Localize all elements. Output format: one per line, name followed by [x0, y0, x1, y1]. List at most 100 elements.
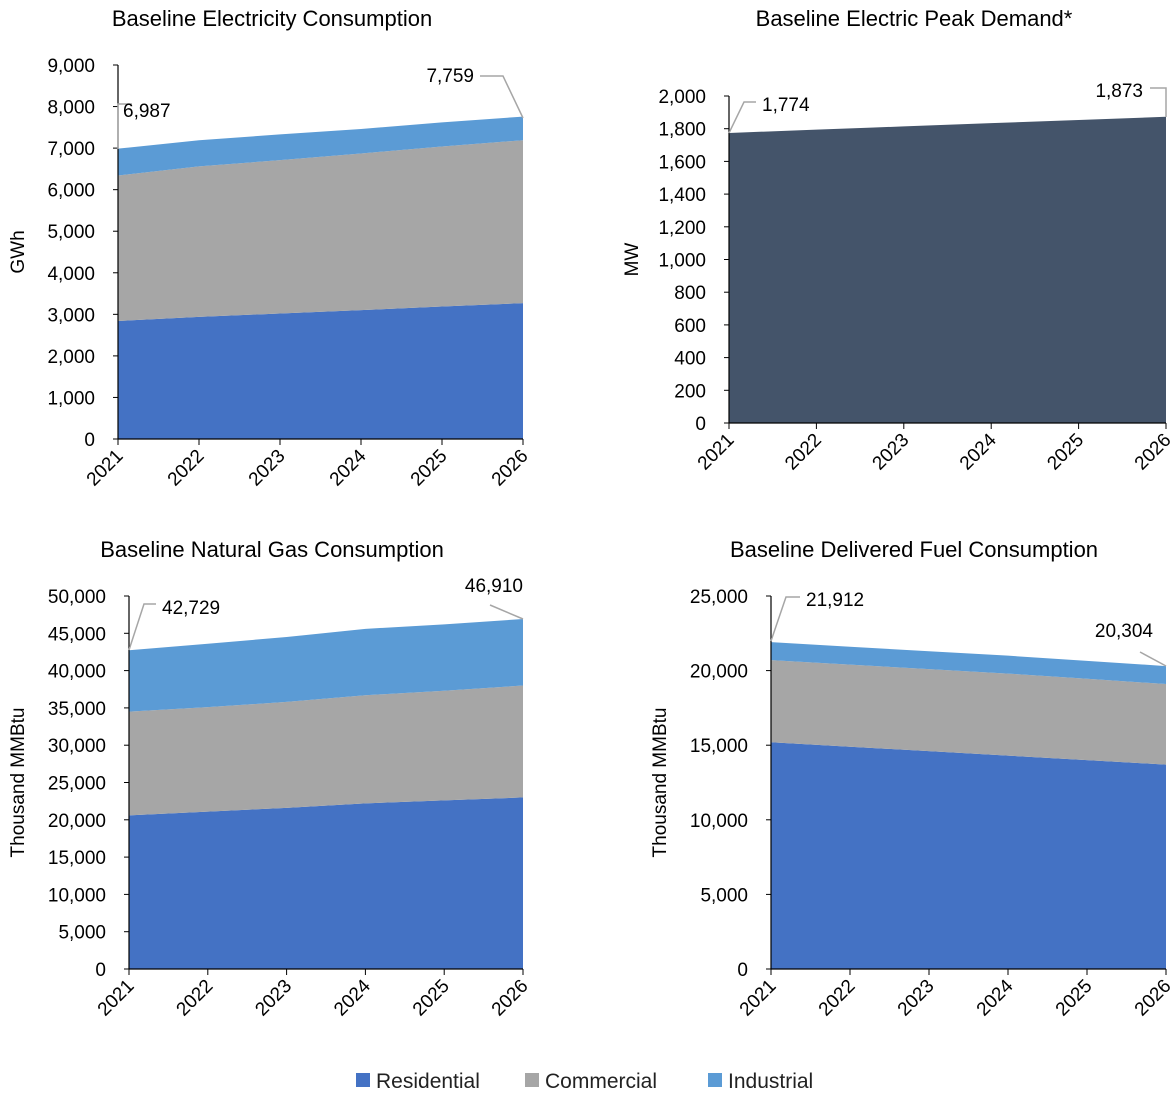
- x-tick-label: 2024: [326, 445, 371, 490]
- data-callout-label: 21,912: [806, 590, 864, 611]
- x-tick-label: 2025: [1043, 430, 1088, 475]
- x-tick-label: 2022: [173, 976, 218, 1021]
- x-tick-label: 2026: [1131, 976, 1172, 1021]
- callout-leader-line: [128, 603, 156, 651]
- y-tick-label: 1,600: [658, 152, 706, 173]
- x-tick-label: 2026: [488, 446, 533, 491]
- legend-swatch-residential: [356, 1073, 370, 1087]
- y-tick-label: 25,000: [690, 587, 748, 608]
- area-series-residential: [771, 742, 1166, 969]
- chart-title: Baseline Electricity Consumption: [112, 6, 432, 31]
- callout-leader-line: [1150, 87, 1167, 117]
- callout-leader-line: [770, 596, 800, 642]
- callout-leader-line: [117, 103, 132, 149]
- area-series-residential: [129, 797, 523, 969]
- y-tick-label: 20,000: [690, 662, 748, 683]
- legend-label-industrial: Industrial: [728, 1070, 813, 1093]
- chart-title: Baseline Delivered Fuel Consumption: [730, 537, 1098, 562]
- area-series-industrial: [771, 642, 1166, 685]
- legend-label-residential: Residential: [376, 1070, 480, 1093]
- x-tick-label: 2023: [245, 446, 290, 491]
- area-series-commercial: [129, 685, 523, 816]
- callout-leader-line: [728, 101, 756, 134]
- y-tick-label: 1,800: [658, 120, 706, 141]
- y-tick-label: 600: [674, 316, 706, 337]
- area-series-industrial: [129, 619, 523, 712]
- y-tick-label: 5,000: [58, 923, 106, 944]
- data-callout-label: 1,774: [762, 95, 810, 116]
- y-tick-label: 8,000: [47, 98, 95, 119]
- legend-swatch-industrial: [708, 1073, 722, 1087]
- y-tick-label: 1,000: [658, 251, 706, 272]
- y-tick-label: 0: [737, 960, 748, 981]
- y-tick-label: 4,000: [47, 264, 95, 285]
- x-tick-label: 2023: [869, 430, 914, 475]
- x-tick-label: 2024: [330, 975, 375, 1020]
- x-tick-label: 2022: [164, 446, 209, 491]
- data-callout-label: 46,910: [465, 576, 523, 597]
- area-series-commercial: [771, 660, 1166, 765]
- chart-1: Baseline Electricity Consumption 0 1,000 2,…: [8, 6, 533, 490]
- y-axis-label: Thousand MMBtu: [650, 708, 671, 858]
- area-series-industrial: [118, 116, 523, 176]
- chart-3: Baseline Natural Gas Consumption 0 5,000 10…: [8, 537, 533, 1020]
- y-tick-label: 1,200: [658, 218, 706, 239]
- x-tick-label: 2025: [409, 976, 454, 1021]
- y-tick-label: 35,000: [48, 699, 106, 720]
- y-tick-label: 2,000: [658, 87, 706, 108]
- y-tick-label: 0: [695, 414, 706, 435]
- area-series-commercial: [118, 140, 523, 321]
- y-tick-label: 30,000: [48, 736, 106, 757]
- y-tick-label: 15,000: [48, 848, 106, 869]
- y-tick-label: 1,000: [47, 388, 95, 409]
- y-axis-label: MW: [622, 243, 643, 277]
- y-tick-label: 9,000: [47, 56, 95, 77]
- x-tick-label: 2026: [1131, 430, 1172, 475]
- x-tick-label: 2023: [894, 976, 939, 1021]
- y-tick-label: 25,000: [48, 774, 106, 795]
- data-callout-label: 1,873: [1095, 81, 1143, 102]
- y-tick-label: 0: [95, 960, 106, 981]
- chart-4: Baseline Delivered Fuel Consumption 0 5,00…: [650, 537, 1172, 1020]
- x-tick-label: 2024: [956, 429, 1001, 474]
- area-series-peak-demand: [729, 116, 1166, 424]
- data-callout-label: 7,759: [426, 66, 474, 87]
- chart-title: Baseline Natural Gas Consumption: [100, 537, 444, 562]
- x-tick-label: 2026: [488, 976, 533, 1021]
- x-tick-label: 2024: [973, 975, 1018, 1020]
- y-tick-label: 7,000: [47, 139, 95, 160]
- y-tick-label: 1,400: [658, 185, 706, 206]
- data-callout-label: 6,987: [123, 101, 171, 122]
- y-tick-label: 400: [674, 349, 706, 370]
- y-tick-label: 3,000: [47, 305, 95, 326]
- x-tick-label: 2022: [781, 430, 826, 475]
- y-tick-label: 0: [84, 430, 95, 451]
- chart-title: Baseline Electric Peak Demand*: [756, 6, 1073, 31]
- y-tick-label: 200: [674, 381, 706, 402]
- callout-leader-line: [480, 75, 524, 119]
- y-tick-label: 10,000: [690, 811, 748, 832]
- y-tick-label: 5,000: [700, 885, 748, 906]
- x-tick-label: 2021: [83, 446, 128, 491]
- y-tick-label: 800: [674, 283, 706, 304]
- x-tick-label: 2022: [815, 976, 860, 1021]
- area-series-residential: [118, 303, 523, 439]
- y-tick-label: 15,000: [690, 736, 748, 757]
- chart-2: Baseline Electric Peak Demand* 0 200 400 600…: [622, 6, 1172, 474]
- legend: Residential Commercial Industrial: [356, 1070, 813, 1093]
- x-tick-label: 2021: [694, 430, 739, 475]
- y-tick-label: 45,000: [48, 624, 106, 645]
- y-tick-label: 6,000: [47, 181, 95, 202]
- callout-leader-line: [1139, 651, 1167, 667]
- y-axis-label: Thousand MMBtu: [8, 708, 29, 858]
- y-tick-label: 2,000: [47, 347, 95, 368]
- data-callout-label: 42,729: [162, 598, 220, 619]
- legend-label-commercial: Commercial: [545, 1070, 657, 1093]
- y-tick-label: 20,000: [48, 811, 106, 832]
- y-tick-label: 10,000: [48, 885, 106, 906]
- callout-leader-line: [489, 604, 524, 620]
- y-tick-label: 50,000: [48, 587, 106, 608]
- x-tick-label: 2021: [94, 976, 139, 1021]
- y-tick-label: 40,000: [48, 662, 106, 683]
